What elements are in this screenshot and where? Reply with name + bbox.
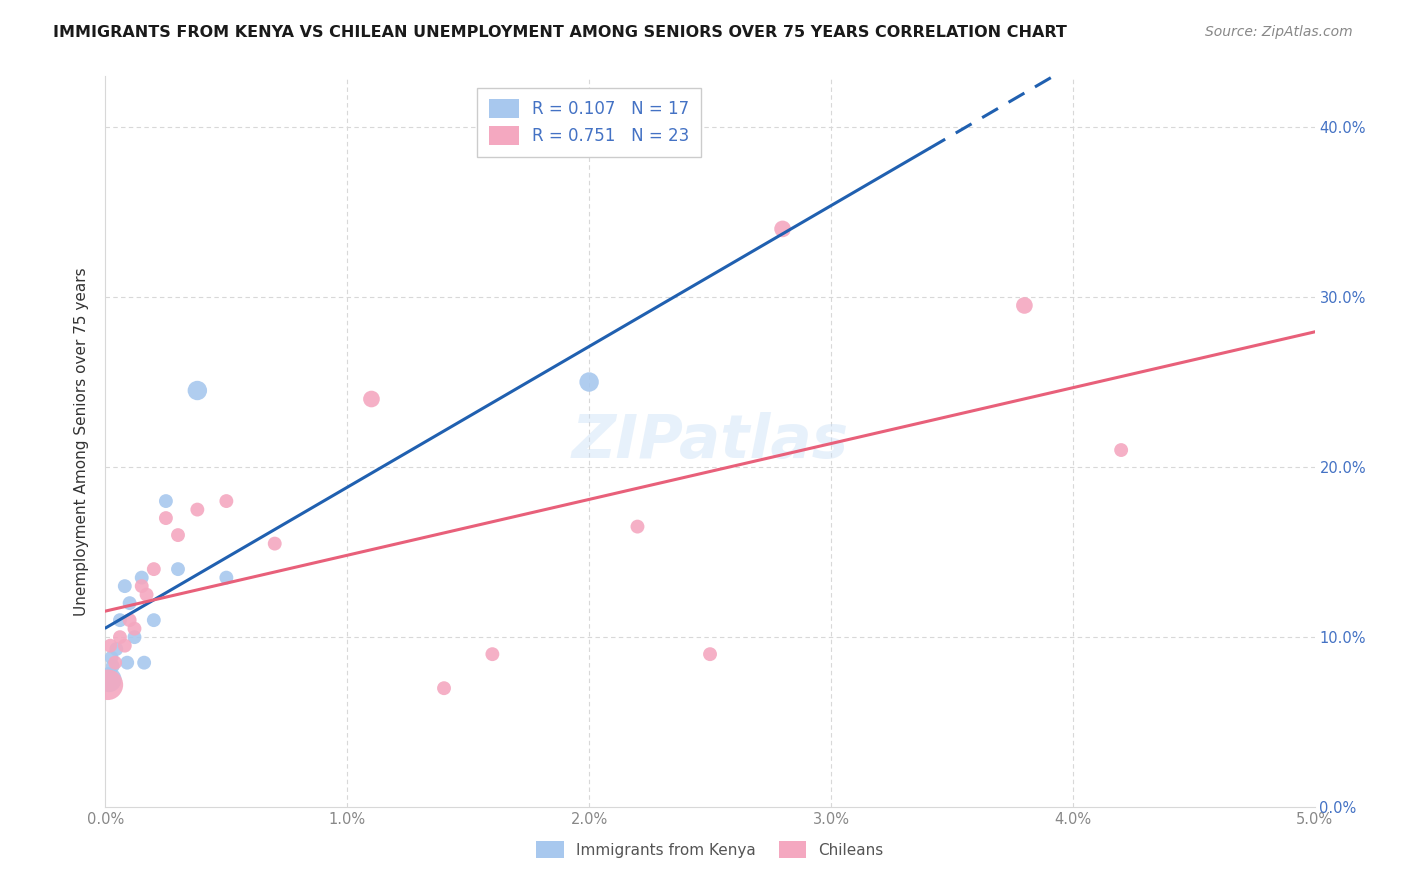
Point bbox=[360, 392, 382, 406]
Point bbox=[167, 562, 190, 576]
Point bbox=[131, 571, 153, 585]
Point bbox=[124, 622, 146, 636]
Point bbox=[115, 656, 138, 670]
Point bbox=[98, 639, 121, 653]
Point bbox=[263, 536, 285, 550]
Point bbox=[142, 613, 165, 627]
Point bbox=[142, 562, 165, 576]
Point bbox=[481, 647, 503, 661]
Point bbox=[186, 502, 208, 516]
Point bbox=[118, 596, 141, 610]
Point bbox=[97, 678, 120, 692]
Point bbox=[772, 222, 794, 236]
Point bbox=[105, 642, 128, 657]
Y-axis label: Unemployment Among Seniors over 75 years: Unemployment Among Seniors over 75 years bbox=[75, 268, 90, 615]
Text: ZIPatlas: ZIPatlas bbox=[571, 412, 849, 471]
Point bbox=[100, 650, 122, 665]
Point bbox=[118, 613, 141, 627]
Text: Source: ZipAtlas.com: Source: ZipAtlas.com bbox=[1205, 25, 1353, 39]
Point bbox=[98, 673, 121, 687]
Point bbox=[114, 639, 136, 653]
Point bbox=[186, 384, 208, 398]
Point bbox=[626, 519, 648, 533]
Point bbox=[114, 579, 136, 593]
Point bbox=[155, 511, 177, 525]
Point bbox=[578, 375, 600, 389]
Point bbox=[1014, 298, 1036, 312]
Point bbox=[699, 647, 721, 661]
Point bbox=[167, 528, 190, 542]
Point bbox=[1109, 443, 1132, 458]
Point bbox=[215, 571, 238, 585]
Point bbox=[131, 579, 153, 593]
Point bbox=[155, 494, 177, 508]
Point bbox=[104, 656, 127, 670]
Point bbox=[101, 659, 124, 673]
Legend: Immigrants from Kenya, Chileans: Immigrants from Kenya, Chileans bbox=[529, 833, 891, 865]
Point bbox=[433, 681, 456, 696]
Point bbox=[135, 588, 157, 602]
Point bbox=[215, 494, 238, 508]
Point bbox=[108, 630, 131, 644]
Text: IMMIGRANTS FROM KENYA VS CHILEAN UNEMPLOYMENT AMONG SENIORS OVER 75 YEARS CORREL: IMMIGRANTS FROM KENYA VS CHILEAN UNEMPLO… bbox=[53, 25, 1067, 40]
Point bbox=[108, 613, 131, 627]
Point bbox=[134, 656, 156, 670]
Point bbox=[124, 630, 146, 644]
